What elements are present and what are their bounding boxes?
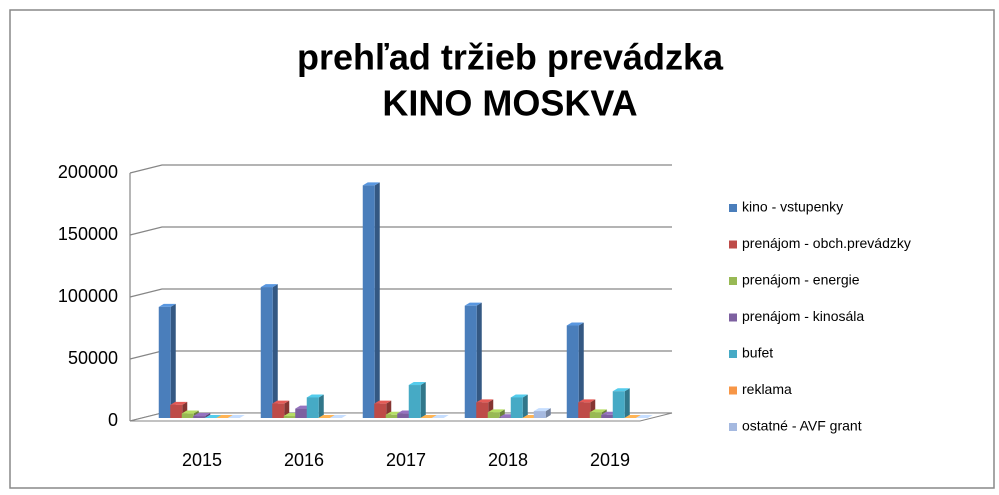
bar-side: [170, 303, 176, 418]
bar-side: [374, 182, 380, 418]
legend-label: prenájom - energie: [742, 272, 860, 288]
bar: [374, 403, 387, 418]
chart-title: prehľad tržieb prevádzka: [297, 37, 724, 78]
bar-top: [578, 399, 596, 403]
x-tick-label: 2015: [182, 450, 222, 470]
bar: [510, 397, 523, 418]
bar: [283, 416, 296, 418]
bar-top: [464, 302, 482, 306]
bar: [362, 185, 375, 418]
bar-top: [193, 413, 211, 417]
legend-label: reklama: [742, 381, 792, 397]
bar-side: [476, 302, 482, 418]
bar-side: [499, 409, 505, 418]
bar-top: [635, 415, 653, 418]
bar-top: [612, 388, 630, 392]
bar-top: [408, 382, 426, 386]
legend-label: bufet: [742, 345, 773, 361]
bar: [533, 411, 546, 418]
bar-top: [181, 410, 199, 414]
bar: [612, 391, 625, 418]
bar-top: [566, 322, 584, 326]
bar-side: [420, 382, 426, 418]
legend-swatch: [729, 386, 737, 395]
bar-top: [510, 394, 528, 398]
bar-top: [533, 408, 551, 412]
bar: [499, 417, 512, 418]
bar-side: [624, 388, 630, 418]
bar-side: [272, 284, 278, 418]
legend-swatch: [729, 423, 737, 431]
y-tick-label: 0: [108, 410, 118, 430]
bar: [476, 402, 489, 418]
bar: [193, 416, 206, 418]
bar-top: [374, 400, 392, 404]
bar: [397, 413, 410, 418]
bar-top: [329, 415, 347, 418]
bar: [578, 402, 591, 418]
bar-top: [306, 394, 324, 398]
bar-top: [487, 409, 505, 413]
bar: [306, 397, 319, 418]
legend-swatch: [729, 240, 737, 249]
legend-label: prenájom - kinosála: [742, 308, 864, 324]
grid-line: [129, 226, 672, 236]
bar-top: [431, 415, 449, 418]
chart-subtitle: KINO MOSKVA: [382, 83, 637, 124]
bar-side: [318, 394, 324, 418]
bar-side: [205, 413, 211, 418]
legend-swatch: [729, 277, 737, 285]
bar: [272, 403, 285, 418]
bar: [385, 414, 398, 418]
bar-side: [522, 394, 528, 418]
bar: [158, 306, 171, 418]
grid-line: [129, 164, 672, 174]
legend-label: kino - vstupenky: [742, 199, 843, 215]
y-tick-label: 200000: [58, 162, 118, 182]
x-tick-label: 2017: [386, 450, 426, 470]
bar-top: [260, 284, 278, 288]
y-tick-label: 50000: [68, 348, 118, 368]
bar: [170, 404, 183, 418]
bar-side: [545, 408, 551, 418]
legend-swatch: [729, 204, 737, 212]
bar-top: [589, 409, 607, 413]
bar: [181, 413, 194, 418]
bar: [566, 325, 579, 418]
y-tick-label: 150000: [58, 224, 118, 244]
legend-swatch: [729, 350, 737, 358]
legend-label: prenájom - obch.prevádzky: [742, 235, 911, 251]
legend-swatch: [729, 313, 737, 322]
bar: [408, 385, 421, 418]
bar: [589, 412, 602, 418]
bar-top: [170, 401, 188, 405]
bar: [260, 287, 273, 418]
bar-top: [362, 182, 380, 186]
x-tick-label: 2018: [488, 450, 528, 470]
grid-line: [129, 288, 672, 298]
bar: [295, 408, 308, 418]
bar-top: [272, 400, 290, 404]
x-tick-label: 2019: [590, 450, 630, 470]
bar: [487, 412, 500, 418]
legend-label: ostatné - AVF grant: [742, 418, 862, 434]
y-tick-label: 100000: [58, 286, 118, 306]
bar-side: [578, 322, 584, 418]
bar: [464, 305, 477, 418]
bar-top: [476, 399, 494, 403]
bar: [601, 414, 614, 418]
bar-top: [227, 415, 245, 418]
bar-top: [158, 303, 176, 307]
x-tick-label: 2016: [284, 450, 324, 470]
